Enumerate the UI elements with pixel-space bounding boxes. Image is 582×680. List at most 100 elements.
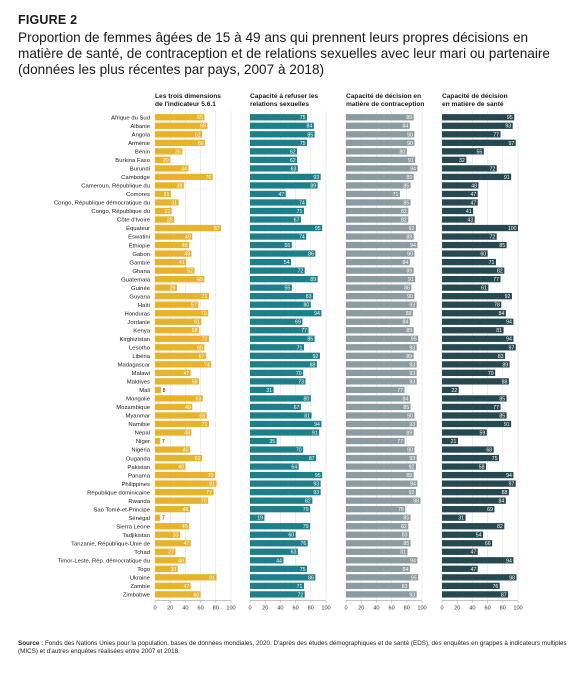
category-label: Sierra Leone: [116, 524, 150, 530]
value-label: 69: [487, 507, 493, 513]
x-tick-label: 60: [292, 606, 298, 612]
value-label: 41: [179, 260, 185, 266]
value-label: 35: [269, 439, 275, 445]
value-label: 71: [297, 209, 303, 215]
category-label: Timor-Leste, Rép. démocratique du: [58, 559, 150, 565]
bar-4: [442, 156, 467, 164]
bar-4: [442, 582, 500, 590]
value-label: 77: [397, 439, 403, 445]
bar-4: [442, 454, 499, 462]
category-label: Mali: [139, 388, 150, 394]
bar-2: [250, 327, 309, 334]
value-label: 93: [409, 303, 415, 309]
value-label: 77: [493, 277, 499, 283]
bar-4: [442, 386, 459, 394]
bar-2: [250, 480, 321, 487]
bar-2: [250, 574, 316, 581]
bar-3: [346, 471, 414, 479]
category-label: Afrique du Sud: [111, 115, 150, 121]
bar-2: [250, 548, 298, 555]
bar-2: [250, 224, 323, 232]
value-label: 75: [300, 567, 306, 573]
x-tick-label: 80: [308, 606, 314, 612]
value-label: 80: [400, 149, 406, 155]
panel-header-1: Les trois dimensions de l'indicateur 5.6.…: [155, 93, 221, 108]
value-label: 83: [306, 294, 312, 300]
category-label: Haïti: [138, 303, 150, 309]
bar-2: [250, 241, 292, 249]
value-label: 36: [175, 149, 181, 155]
bar-2: [250, 437, 277, 445]
value-label: 88: [310, 362, 316, 368]
category-label: Eswatini: [128, 235, 150, 241]
bar-2: [250, 199, 307, 206]
value-label: 33: [173, 533, 179, 539]
value-label: 94: [506, 558, 512, 564]
value-label: 88: [502, 490, 508, 496]
bar-2: [250, 165, 298, 172]
value-label: 94: [506, 473, 512, 479]
bar-2: [250, 395, 311, 402]
value-label: 31: [458, 516, 464, 522]
value-label: 44: [276, 558, 282, 564]
bar-2: [250, 471, 323, 479]
value-label: 74: [204, 362, 210, 368]
bar-2: [250, 207, 304, 215]
bar-3: [346, 241, 418, 249]
value-label: 85: [403, 183, 409, 189]
bar-1: [155, 454, 203, 462]
bar-3: [346, 591, 417, 598]
bar-3: [346, 497, 421, 504]
bar-1: [155, 284, 178, 291]
value-label: 71: [297, 345, 303, 351]
bar-2: [250, 173, 321, 181]
bar-4: [442, 540, 493, 547]
bar-3: [346, 250, 415, 257]
x-tick-label: 20: [167, 606, 173, 612]
category-label: Guyana: [129, 294, 150, 300]
category-label: Maldives: [127, 380, 150, 386]
bar-4: [442, 224, 518, 232]
bar-2: [250, 352, 320, 359]
bar-2: [250, 454, 317, 462]
bar-4: [442, 275, 501, 283]
value-label: 93: [313, 490, 319, 496]
bar-3: [346, 327, 414, 334]
value-label: 22: [451, 388, 457, 394]
bar-3: [346, 403, 411, 411]
value-label: 77: [206, 490, 212, 496]
bar-2: [250, 131, 315, 138]
bar-1: [155, 531, 181, 538]
bar-1: [155, 437, 161, 445]
bar-2: [250, 156, 298, 164]
bar-3: [346, 463, 416, 470]
value-label: 65: [197, 115, 203, 121]
category-label: Kenya: [133, 328, 150, 334]
value-label: 72: [297, 269, 303, 275]
value-label: 88: [502, 379, 508, 385]
category-label: Ouganda: [126, 456, 151, 462]
bar-4: [442, 122, 513, 129]
x-tick-label: 20: [262, 606, 268, 612]
bar-2: [250, 420, 322, 428]
bar-3: [346, 182, 411, 189]
value-label: 79: [303, 507, 309, 513]
bar-3: [346, 139, 415, 146]
value-label: 71: [202, 337, 208, 343]
value-label: 84: [403, 396, 409, 402]
category-label: Sao Tomé-et-Principe: [93, 507, 150, 513]
value-label: 55: [285, 243, 291, 249]
value-label: 27: [168, 550, 174, 556]
value-label: 57: [191, 303, 197, 309]
bar-3: [346, 506, 406, 513]
bar-2: [250, 369, 304, 377]
x-tick-label: 100: [226, 606, 235, 612]
value-label: 83: [402, 584, 408, 590]
bar-2: [250, 250, 316, 257]
bar-2: [250, 497, 313, 504]
bar-1: [155, 403, 193, 411]
value-label: 70: [296, 447, 302, 453]
bar-1: [155, 557, 186, 564]
bar-2: [250, 310, 322, 317]
bar-2: [250, 361, 317, 368]
